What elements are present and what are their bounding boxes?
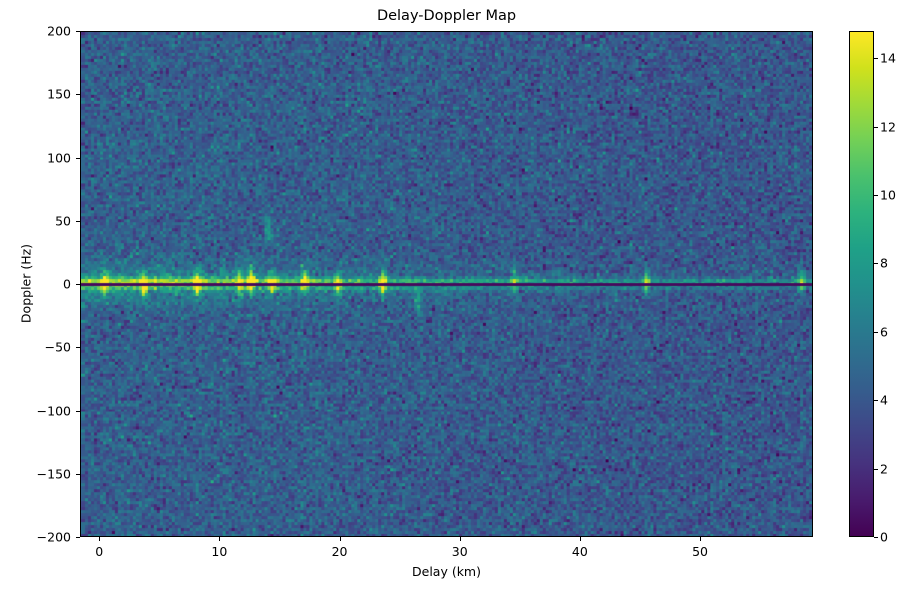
- x-tick-mark: [459, 537, 461, 541]
- x-tick-mark: [339, 537, 341, 541]
- colorbar-tick-label: 8: [880, 255, 888, 271]
- y-tick-label: 0: [63, 276, 71, 292]
- y-tick-label: 50: [55, 213, 71, 229]
- y-tick-mark: [76, 157, 80, 159]
- x-tick-mark: [579, 537, 581, 541]
- delay-doppler-heatmap-axes: [80, 31, 813, 537]
- colorbar-tick-label: 12: [880, 119, 896, 135]
- y-tick-label: 150: [47, 86, 71, 102]
- y-tick-mark: [76, 410, 80, 412]
- colorbar-tick-mark: [874, 400, 878, 402]
- x-tick-mark: [219, 537, 221, 541]
- x-tick-label: 20: [331, 544, 348, 559]
- colorbar-tick-mark: [874, 468, 878, 470]
- x-axis-label: Delay (km): [412, 564, 481, 579]
- y-tick-label: −100: [36, 403, 71, 418]
- colorbar-tick-mark: [874, 537, 878, 538]
- colorbar-tick-label: 6: [880, 324, 888, 340]
- x-tick-label: 50: [692, 544, 708, 559]
- colorbar-tick-label: 2: [880, 461, 888, 477]
- page-title: Delay-Doppler Map: [376, 8, 517, 24]
- x-tick-label: 40: [571, 544, 588, 559]
- y-tick-mark: [76, 94, 80, 96]
- colorbar-tick-label: 4: [880, 392, 888, 408]
- y-tick-label: 200: [47, 23, 71, 39]
- y-tick-label: −150: [36, 466, 71, 482]
- y-tick-label: 100: [47, 150, 71, 165]
- y-tick-mark: [76, 537, 80, 538]
- x-tick-label: 0: [95, 544, 104, 559]
- delay-doppler-heatmap-image: [81, 32, 812, 536]
- colorbar: [849, 31, 874, 537]
- y-tick-label: −50: [44, 339, 71, 355]
- y-tick-mark: [76, 347, 80, 349]
- x-tick-mark: [99, 537, 101, 541]
- colorbar-gradient: [850, 32, 873, 536]
- colorbar-tick-mark: [874, 58, 878, 60]
- colorbar-tick-mark: [874, 195, 878, 197]
- x-tick-mark: [700, 537, 702, 541]
- colorbar-tick-mark: [874, 126, 878, 128]
- colorbar-tick-mark: [874, 331, 878, 333]
- colorbar-tick-label: 14: [880, 50, 896, 66]
- colorbar-tick-label: 0: [880, 529, 888, 545]
- colorbar-tick-mark: [874, 263, 878, 265]
- y-tick-mark: [76, 284, 80, 285]
- y-tick-mark: [76, 31, 80, 32]
- y-tick-label: −200: [36, 529, 71, 545]
- x-tick-label: 10: [211, 544, 228, 559]
- y-tick-mark: [76, 220, 80, 222]
- colorbar-tick-label: 10: [880, 187, 896, 203]
- x-tick-label: 30: [451, 544, 468, 559]
- y-tick-mark: [76, 473, 80, 475]
